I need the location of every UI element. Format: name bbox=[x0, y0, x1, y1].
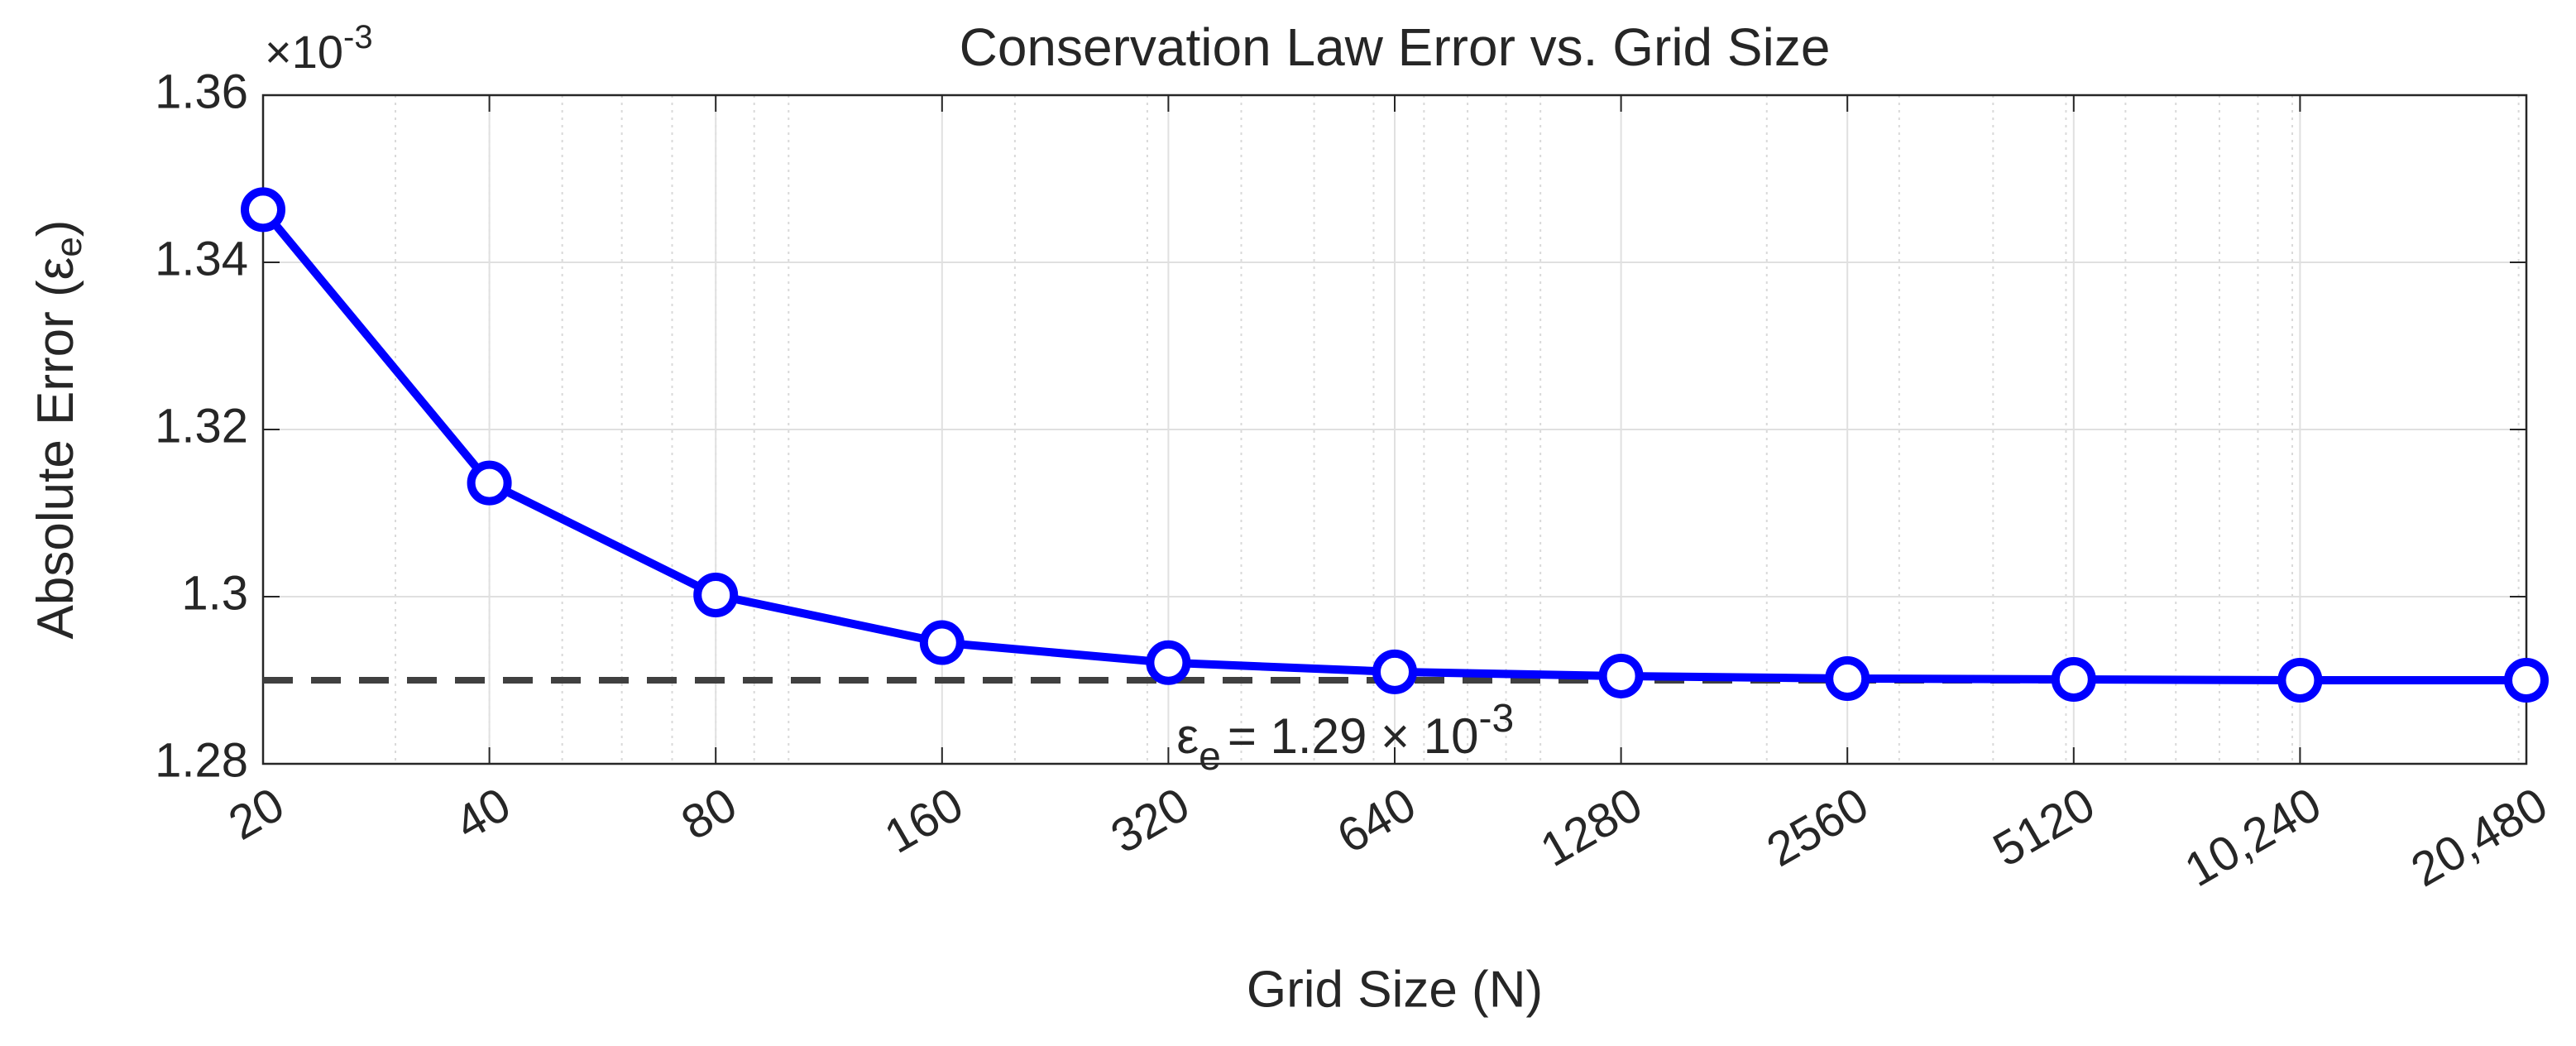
data-point bbox=[919, 620, 965, 665]
annotation: εe = 1.29 × 10-3 bbox=[1176, 697, 1514, 779]
chart-title: Conservation Law Error vs. Grid Size bbox=[960, 17, 1831, 77]
y-label-symbol: ε bbox=[27, 257, 84, 281]
x-tick-label: 10,240 bbox=[2176, 777, 2329, 897]
data-point bbox=[2277, 658, 2323, 703]
y-label-text: Absolute Error ( bbox=[27, 280, 84, 640]
data-point bbox=[2051, 656, 2096, 702]
data-point bbox=[467, 460, 512, 506]
x-tick-label: 5120 bbox=[1985, 777, 2104, 877]
x-axis-label: Grid Size (N) bbox=[1247, 961, 1543, 1018]
y-exponent: ×10-3 bbox=[265, 19, 373, 78]
annotation-superscript: -3 bbox=[1478, 697, 1514, 741]
y-label-subscript: e bbox=[49, 237, 89, 257]
y-tick-label: 1.3 bbox=[181, 566, 248, 620]
data-point bbox=[1372, 649, 1417, 694]
y-axis-label: Absolute Error (εe) bbox=[27, 220, 89, 640]
y-tick-label: 1.32 bbox=[155, 399, 248, 453]
x-tick-label: 80 bbox=[673, 777, 745, 851]
annotation-text: = 1.29 × 10 bbox=[1228, 708, 1479, 764]
y-tick-label: 1.28 bbox=[155, 733, 248, 787]
x-tick-label: 1280 bbox=[1532, 777, 1651, 877]
y-exponent-text: ×10 bbox=[265, 26, 343, 78]
data-point bbox=[241, 187, 285, 233]
y-tick-label: 1.36 bbox=[155, 65, 248, 118]
y-exponent-superscript: -3 bbox=[343, 19, 373, 55]
x-tick-label: 320 bbox=[1102, 777, 1198, 864]
x-tick-label: 640 bbox=[1329, 777, 1424, 864]
data-point bbox=[1825, 655, 1870, 701]
axes-box bbox=[261, 94, 2528, 765]
x-tick-label: 20,480 bbox=[2402, 777, 2556, 897]
y-label-close: ) bbox=[27, 220, 84, 238]
data-point bbox=[693, 572, 739, 617]
annotation-symbol: ε bbox=[1176, 708, 1199, 764]
annotation-subscript: e bbox=[1199, 735, 1221, 779]
data-point bbox=[2504, 658, 2549, 703]
data-point bbox=[1146, 640, 1191, 685]
x-tick-label: 40 bbox=[446, 777, 519, 851]
x-tick-label: 2560 bbox=[1758, 777, 1877, 877]
data-point bbox=[1598, 653, 1644, 698]
y-tick-label: 1.34 bbox=[155, 232, 248, 285]
x-tick-label: 160 bbox=[876, 777, 972, 864]
x-tick-label: 20 bbox=[220, 777, 293, 851]
